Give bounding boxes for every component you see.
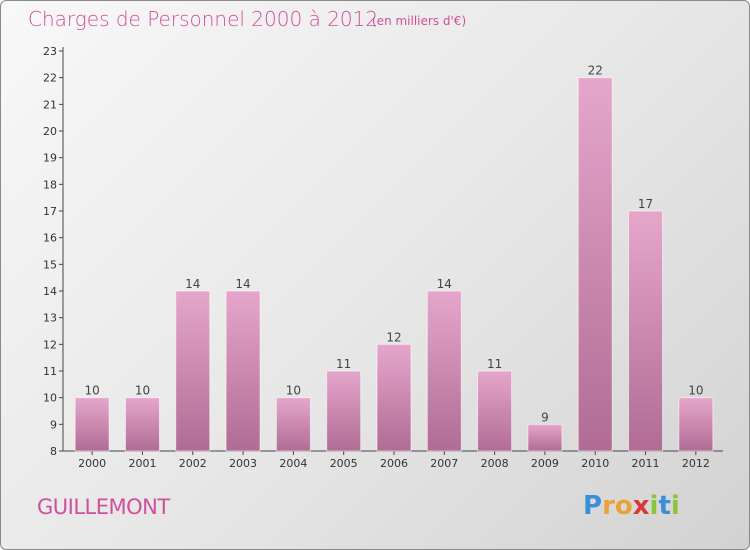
logo-letter: i: [649, 491, 659, 521]
y-tick-label: 21: [43, 98, 57, 111]
x-tick-label: 2007: [430, 457, 458, 470]
y-tick-label: 8: [50, 445, 57, 458]
bar-2000: [74, 397, 110, 452]
bar-2008: [477, 370, 513, 452]
chart-subtitle: (en milliers d'€): [372, 14, 467, 28]
x-tick-label: 2005: [330, 457, 358, 470]
y-tick-label: 17: [43, 205, 57, 218]
y-tick-label: 20: [43, 125, 57, 138]
y-tick-label: 19: [43, 152, 57, 165]
bar-2004: [275, 397, 311, 452]
data-label: 14: [235, 277, 250, 291]
x-tick-label: 2001: [128, 457, 156, 470]
bar-2001: [124, 397, 160, 452]
x-tick-label: 2009: [531, 457, 559, 470]
bar-2009: [527, 423, 563, 452]
data-label: 12: [386, 330, 401, 344]
y-tick-label: 23: [43, 45, 57, 58]
data-label: 10: [135, 384, 150, 398]
data-label: 9: [541, 410, 549, 424]
data-label: 17: [638, 197, 653, 211]
y-tick-label: 10: [43, 392, 57, 405]
chart-title: Charges de Personnel 2000 à 2012: [28, 7, 379, 31]
y-tick-label: 9: [50, 418, 57, 431]
x-tick-label: 2002: [179, 457, 207, 470]
proxiti-logo: Proxiti: [583, 491, 680, 521]
data-label: 10: [85, 384, 100, 398]
y-tick-label: 13: [43, 312, 57, 325]
x-tick-label: 2011: [632, 457, 660, 470]
x-tick-label: 2000: [78, 457, 106, 470]
x-tick-label: 2008: [481, 457, 509, 470]
data-label: 11: [487, 357, 502, 371]
bar-2002: [175, 290, 211, 452]
bar-2007: [426, 290, 462, 452]
bar-2006: [376, 343, 412, 452]
x-tick-label: 2010: [581, 457, 609, 470]
town-name: GUILLEMONT: [37, 495, 170, 519]
data-label: 22: [588, 64, 603, 78]
bar-2011: [628, 210, 664, 452]
data-label: 10: [688, 384, 703, 398]
bar-2012: [678, 397, 714, 452]
x-tick-label: 2003: [229, 457, 257, 470]
x-tick-label: 2012: [682, 457, 710, 470]
logo-letter: x: [632, 491, 650, 521]
logo-letter: t: [658, 491, 671, 521]
bar-2010: [577, 77, 613, 452]
x-tick-label: 2006: [380, 457, 408, 470]
data-label: 14: [437, 277, 452, 291]
data-label: 10: [286, 384, 301, 398]
x-tick-label: 2004: [279, 457, 307, 470]
y-tick-label: 14: [43, 285, 57, 298]
y-tick-label: 15: [43, 258, 57, 271]
logo-letter: P: [583, 491, 603, 521]
data-label: 11: [336, 357, 351, 371]
y-tick-label: 11: [43, 365, 57, 378]
bar-2003: [225, 290, 261, 452]
y-tick-label: 18: [43, 178, 57, 191]
logo-letter: i: [670, 491, 680, 521]
y-tick-label: 16: [43, 232, 57, 245]
bar-2005: [326, 370, 362, 452]
y-tick-label: 22: [43, 72, 57, 85]
logo-letter: o: [614, 491, 633, 521]
logo-letter: r: [602, 491, 615, 521]
data-label: 14: [185, 277, 200, 291]
y-tick-label: 12: [43, 338, 57, 351]
